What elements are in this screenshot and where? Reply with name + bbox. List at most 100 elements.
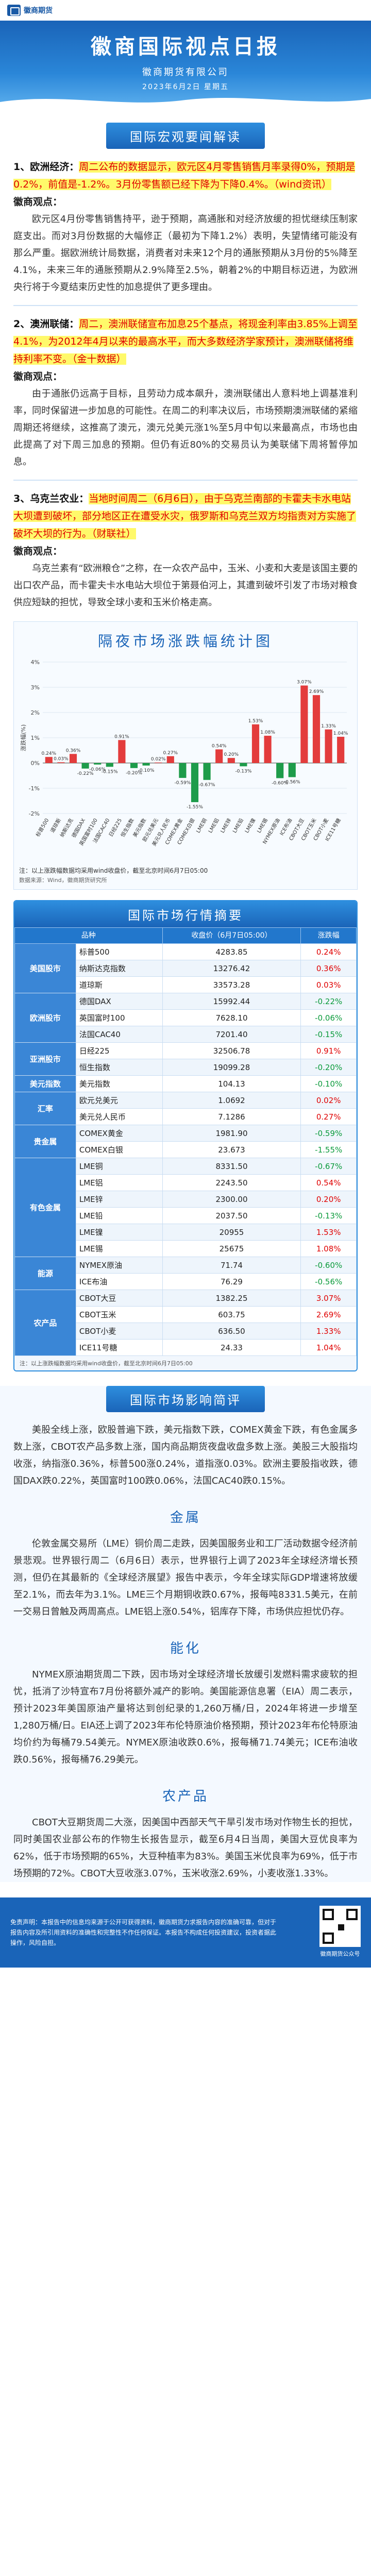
data-label: 3.07% [297, 680, 312, 685]
row-close: 24.33 [162, 1339, 301, 1356]
x-tick-label: 道琼斯 [49, 817, 62, 834]
row-change: 0.91% [300, 1042, 357, 1059]
data-label: 1.04% [333, 731, 348, 736]
row-close: 23.673 [162, 1141, 301, 1158]
row-close: 603.75 [162, 1306, 301, 1323]
table-row: 贵金属 COMEX黄金 1981.90 -0.59% [14, 1125, 357, 1158]
row-change: -1.55% [300, 1141, 357, 1158]
bar [57, 762, 65, 763]
data-label: 0.03% [54, 757, 69, 762]
row-name: 美元指数 [75, 1075, 163, 1092]
bar [251, 724, 260, 763]
market-table-panel: 国际市场行情摘要 品种 收盘价（6月7日05:00） 涨跌幅 美国股市 标普500… [13, 900, 358, 1371]
bar [288, 763, 296, 777]
qr-label: 徽商期货公众号 [320, 1951, 360, 1957]
row-name: ICE布油 [75, 1273, 163, 1290]
row-name: 欧元兑美元 [75, 1092, 163, 1109]
metal-heading: 金属 [170, 1510, 201, 1526]
bar [106, 763, 113, 767]
y-tick-label: 0% [31, 760, 40, 767]
x-tick-label: LME镍 [243, 817, 257, 834]
row-change: 0.54% [300, 1174, 357, 1191]
row-category: 美元指数 [14, 1075, 76, 1092]
market-table-body: 美国股市 标普500 4283.85 0.24% 纳斯达克指数 13276.42 0.36%… [14, 943, 357, 1356]
data-label: -0.06% [89, 767, 106, 772]
macro-content: 1、欧洲经济：周二公布的数据显示，欧元区4月零售销售月率录得0%，预期是0.2%… [0, 158, 371, 611]
closing-summary: 美股全线上涨，欧股普遍下跌，美元指数下跌，COMEX黄金下跌，有色金属多数上涨，… [13, 1425, 358, 1486]
row-change: 0.36% [300, 960, 357, 977]
report-date: 2023年6月2日 星期五 [142, 83, 229, 91]
data-label: -0.20% [126, 771, 142, 776]
data-label: 0.36% [66, 748, 81, 753]
table-row: 恒生指数 19099.28 -0.20% [15, 1059, 357, 1076]
comment-label: 徽商观点： [13, 371, 63, 382]
row-change: 0.20% [300, 1191, 357, 1208]
x-tick-label: 标普500 [35, 817, 50, 838]
table-row: LME镍 20955 1.53% [15, 1224, 357, 1241]
row-name: LME铝 [75, 1174, 163, 1191]
chart-note: 注：以上涨跌幅数据均采用wind收盘价，截至北京时间6月7日05:00 [19, 867, 208, 874]
row-name: LME镍 [75, 1224, 163, 1241]
row-close: 104.13 [162, 1075, 301, 1092]
table-row: 汇率 欧元兑美元 1.0692 0.02% [14, 1092, 357, 1125]
table-row: COMEX白银 23.673 -1.55% [15, 1141, 357, 1158]
chart-title: 隔夜市场涨跌幅统计图 [97, 633, 273, 650]
col-header-name: 品种 [14, 927, 163, 944]
row-name: 纳斯达克指数 [75, 960, 163, 977]
row-close: 7.1286 [162, 1108, 301, 1125]
qr-code-icon [319, 1906, 361, 1947]
macro-item: 1、欧洲经济：周二公布的数据显示，欧元区4月零售销售月率录得0%，预期是0.2%… [13, 158, 358, 296]
energy-heading: 能化 [170, 1641, 201, 1656]
row-category: 欧洲股市 [14, 993, 76, 1043]
data-label: 0.20% [224, 752, 239, 757]
table-row: LME锡 25675 1.08% [15, 1240, 357, 1257]
row-change: 1.53% [300, 1224, 357, 1241]
data-label: -1.55% [187, 805, 203, 810]
row-name: 英国富时100 [75, 1009, 163, 1026]
row-close: 1981.90 [162, 1125, 301, 1142]
bar [240, 763, 247, 767]
row-change: -0.06% [300, 1009, 357, 1026]
bar [337, 737, 345, 763]
bar [325, 729, 332, 763]
row-change: -0.22% [300, 993, 357, 1010]
x-tick-label: LME铅 [231, 817, 245, 834]
row-close: 7201.40 [162, 1026, 301, 1043]
comment-label: 徽商观点： [13, 546, 63, 557]
bar [227, 758, 235, 763]
bar [155, 762, 162, 764]
qr-block: 徽商期货公众号 [319, 1906, 361, 1959]
macro-item: 2、澳洲联储：周二，澳洲联储宣布加息25个基点，将现金利率由3.85%上调至4.… [13, 315, 358, 470]
table-row: ICE11号糖 24.33 1.04% [15, 1339, 357, 1356]
row-close: 1382.25 [162, 1290, 301, 1307]
row-change: -0.59% [300, 1125, 357, 1142]
table-row: LME铅 2037.50 -0.13% [15, 1207, 357, 1224]
divider [13, 480, 358, 481]
row-change: -0.10% [300, 1075, 357, 1092]
row-category: 汇率 [14, 1092, 76, 1125]
row-name: 法国CAC40 [75, 1026, 163, 1043]
row-close: 20955 [162, 1224, 301, 1241]
row-close: 33573.28 [162, 976, 301, 993]
row-name: CBOT小麦 [75, 1323, 163, 1340]
row-name: CBOT玉米 [75, 1306, 163, 1323]
row-name: LME铜 [75, 1158, 163, 1175]
disclaimer: 免责声明：本报告中的信息均来源于公开可获得资料，徽商期货力求报告内容的准确可靠，… [10, 1919, 277, 1946]
report-page: 徽商期货 徽商国际视点日报 徽商期货有限公司 2023年6月2日 星期五 国际宏… [0, 5, 371, 1968]
data-label: -0.15% [102, 769, 118, 774]
row-close: 2243.50 [162, 1174, 301, 1191]
footer: 免责声明：本报告中的信息均来源于公开可获得资料，徽商期货力求报告内容的准确可靠，… [0, 1897, 371, 1968]
bar [179, 763, 187, 778]
row-close: 25675 [162, 1240, 301, 1257]
bar [81, 763, 89, 769]
row-change: 0.24% [300, 943, 357, 960]
data-label: 2.69% [309, 689, 324, 694]
row-change: -0.67% [300, 1158, 357, 1175]
logo-icon [7, 5, 21, 16]
y-tick-label: 4% [31, 659, 40, 666]
row-change: 1.33% [300, 1323, 357, 1340]
row-change: 0.03% [300, 976, 357, 993]
row-name: 日经225 [75, 1042, 163, 1059]
data-label: 1.08% [260, 730, 275, 735]
row-close: 2037.50 [162, 1207, 301, 1224]
